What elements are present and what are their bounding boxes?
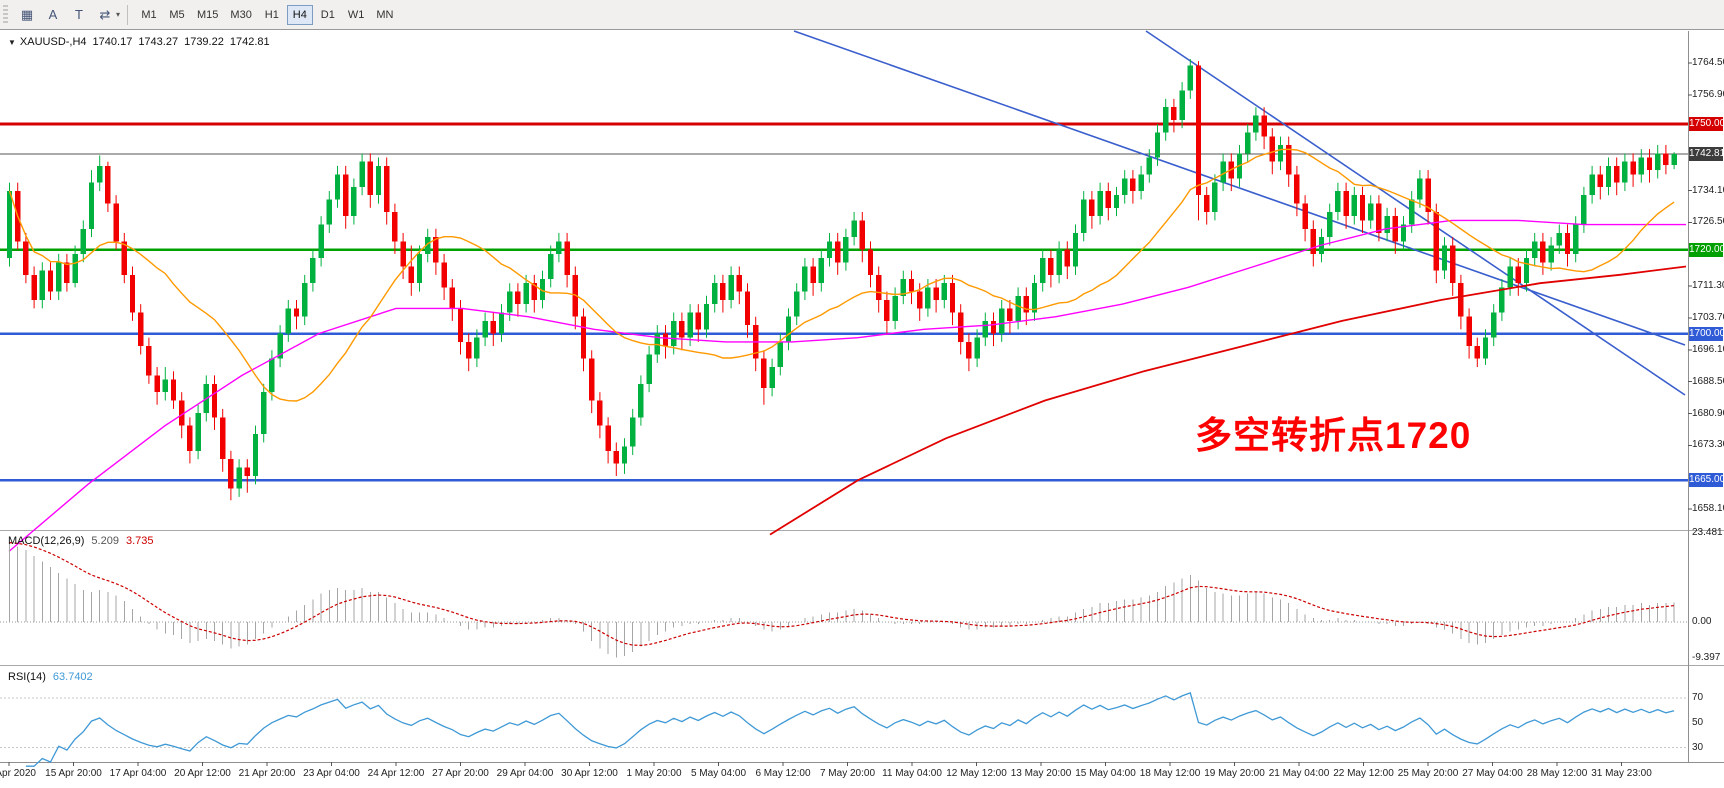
chevron-down-icon[interactable]: ▾ <box>116 10 121 19</box>
price-tick-label: 1658.10 <box>1692 503 1724 515</box>
time-axis-label: 29 Apr 04:00 <box>496 768 554 779</box>
rsi-value: 63.7402 <box>52 671 93 683</box>
trendlines-layer[interactable] <box>793 30 1686 396</box>
price-badge-1700.00: 1700.00 <box>1689 326 1724 341</box>
axis-ticks-layer <box>8 62 1692 766</box>
rsi-name: RSI(14) <box>8 671 46 683</box>
time-axis-label: 15 Apr 20:00 <box>45 768 102 779</box>
tf-button-mn[interactable]: MN <box>371 5 398 25</box>
time-axis-label: 11 May 04:00 <box>882 768 942 779</box>
chart-templates-icon[interactable]: ▦ <box>20 6 34 22</box>
time-axis-label: 14 Apr 2020 <box>0 768 36 779</box>
time-axis-label: 23 Apr 04:00 <box>303 768 360 779</box>
panel-separator-rsi[interactable] <box>0 665 1724 666</box>
macd-main-value: 5.209 <box>91 535 119 547</box>
tf-button-w1[interactable]: W1 <box>343 5 370 25</box>
time-axis-label: 21 Apr 20:00 <box>238 768 296 779</box>
time-axis-label: 25 May 20:00 <box>1397 768 1459 779</box>
chart-annotation-text[interactable]: 多空转折点1720 <box>1195 415 1472 456</box>
candles-layer <box>6 59 1677 501</box>
tf-button-m5[interactable]: M5 <box>164 5 190 25</box>
rsi-layer <box>0 692 1688 767</box>
price-tick-label: 1711.30 <box>1692 280 1724 292</box>
macd-name: MACD(12,26,9) <box>8 535 85 547</box>
time-axis-label: 21 May 04:00 <box>1268 768 1330 779</box>
ohlc-open: 1740.17 <box>92 36 133 48</box>
price-tick-label: 1680.90 <box>1692 407 1724 419</box>
price-badge-1742.81: 1742.81 <box>1689 147 1724 162</box>
tf-button-d1[interactable]: D1 <box>315 5 341 25</box>
macd-layer <box>0 542 1688 658</box>
time-axis-label: 17 Apr 04:00 <box>109 768 167 779</box>
time-axis-label: 6 May 12:00 <box>755 768 811 779</box>
rsi-level-label: 70 <box>1692 692 1704 703</box>
time-axis-label: 13 May 20:00 <box>1010 768 1072 779</box>
time-axis-label: 18 May 12:00 <box>1139 768 1201 779</box>
macd-scale-label: 0.00 <box>1692 616 1712 627</box>
macd-label: MACD(12,26,9) 5.209 3.735 <box>8 535 160 547</box>
price-tick-label: 1764.50 <box>1692 57 1724 69</box>
time-axis-label: 31 May 23:00 <box>1591 768 1652 779</box>
descending-trendline-2[interactable] <box>1145 30 1686 396</box>
toolbar-separator <box>127 4 129 25</box>
tf-button-m1[interactable]: M1 <box>136 5 162 25</box>
timeframe-buttons: M1 M5 M15 M30 H1 H4 D1 W1 MN <box>135 4 399 25</box>
rsi-level-label: 30 <box>1692 741 1704 753</box>
time-axis-label: 24 Apr 12:00 <box>367 768 425 779</box>
time-axis-label: 27 May 04:00 <box>1462 768 1523 779</box>
macd-scale-label: 23.481 <box>1692 527 1723 539</box>
time-axis-separator <box>0 762 1724 763</box>
time-axis-label: 7 May 20:00 <box>819 768 876 779</box>
ohlc-close: 1742.81 <box>229 36 270 48</box>
ohlc-high: 1743.27 <box>138 36 179 48</box>
tf-button-h1[interactable]: H1 <box>259 5 285 25</box>
tf-button-m15[interactable]: M15 <box>192 5 223 25</box>
time-axis-label: 15 May 04:00 <box>1075 768 1136 779</box>
time-axis-label: 20 Apr 12:00 <box>174 768 231 779</box>
text-tool-icon[interactable]: T <box>75 6 83 22</box>
moving-averages-layer <box>8 148 1687 552</box>
price-tick-label: 1703.70 <box>1692 311 1724 323</box>
time-axis-label: 1 May 20:00 <box>626 768 682 779</box>
ohlc-low: 1739.22 <box>184 36 224 48</box>
price-tick-label: 1726.50 <box>1692 216 1724 228</box>
toolbar-icons: ▦ A T ⇄ <box>14 3 118 26</box>
rsi-label: RSI(14) 63.7402 <box>8 671 100 683</box>
panel-separator-macd[interactable] <box>0 530 1724 531</box>
time-axis-label: 28 May 12:00 <box>1526 768 1588 779</box>
toolbar-drag-handle[interactable] <box>3 4 8 25</box>
price-tick-label: 1734.10 <box>1692 184 1724 196</box>
time-axis-label: 27 Apr 20:00 <box>432 768 489 779</box>
time-axis-label: 12 May 12:00 <box>946 768 1007 779</box>
price-axis-separator <box>1688 31 1689 762</box>
price-tick-label: 1756.90 <box>1692 89 1724 101</box>
price-tick-label: 1688.50 <box>1692 375 1724 387</box>
price-badge-1750.00: 1750.00 <box>1689 117 1724 131</box>
descending-trendline-1[interactable] <box>793 30 1686 346</box>
tf-button-h4[interactable]: H4 <box>286 4 313 25</box>
symbol-info[interactable]: ▼ XAUUSD-,H4 1740.17 1743.27 1739.22 1742.81 <box>8 36 276 48</box>
price-badge-1720.00: 1720.00 <box>1689 242 1724 257</box>
time-axis-label: 19 May 20:00 <box>1204 768 1265 779</box>
tf-button-m30[interactable]: M30 <box>225 5 256 25</box>
rsi-level-label: 50 <box>1692 716 1704 728</box>
macd-signal-value: 3.735 <box>125 535 154 547</box>
period-switch-icon[interactable]: ⇄ <box>99 6 111 22</box>
collapse-arrow-icon[interactable]: ▼ <box>8 38 16 47</box>
price-badge-1665.00: 1665.00 <box>1689 473 1724 488</box>
time-axis-label: 30 Apr 12:00 <box>561 768 618 779</box>
time-axis-label: 5 May 04:00 <box>690 768 747 779</box>
macd-scale-label: -9.397 <box>1692 651 1721 663</box>
toolbar: ▦ A T ⇄ ▾ M1 M5 M15 M30 H1 H4 D1 W1 MN <box>0 0 1724 30</box>
cursor-tool-icon[interactable]: A <box>48 6 58 22</box>
price-tick-label: 1673.30 <box>1692 439 1724 451</box>
price-tick-label: 1696.10 <box>1692 343 1724 355</box>
time-axis-label: 22 May 12:00 <box>1333 768 1394 779</box>
symbol-timeframe: XAUUSD-,H4 <box>19 36 87 48</box>
